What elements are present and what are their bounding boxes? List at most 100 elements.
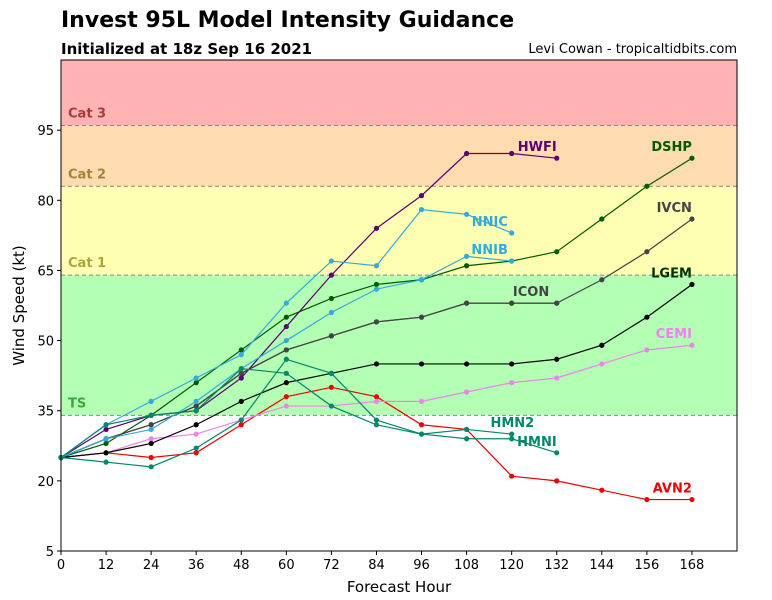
band-label: Cat 1 (68, 256, 106, 271)
series-point-hwfi (283, 323, 289, 330)
x-axis-label: Forecast Hour (347, 578, 452, 596)
plot-frame (60, 59, 738, 552)
x-tick-label: 132 (544, 558, 569, 573)
series-point-lgem (103, 450, 109, 456)
series-point-dshp (689, 155, 695, 161)
x-tick-label: 48 (233, 558, 250, 573)
series-point-cemi (689, 342, 695, 348)
series-point-lgem (238, 398, 244, 404)
series-line-hmni (60, 358, 557, 468)
series-point-hwfi (238, 375, 244, 381)
series-point-lgem (418, 361, 425, 367)
series-point-nnib (373, 286, 380, 292)
series-point-dshp (238, 347, 244, 353)
series-point-lgem (283, 380, 289, 386)
series-point-hmni (238, 417, 244, 423)
x-tick-label: 96 (413, 558, 430, 573)
series-point-hmni (328, 370, 334, 376)
series-point-dshp (599, 216, 605, 222)
y-tick-label: 35 (37, 405, 54, 420)
series-point-nnic (238, 352, 244, 358)
series-point-hmn2 (283, 370, 289, 376)
series-point-hmni (373, 417, 380, 423)
series-point-icon (554, 300, 560, 306)
x-tick-label: 60 (278, 558, 295, 573)
x-tick-label: 108 (454, 558, 479, 573)
y-tick-label: 80 (37, 194, 54, 209)
series-point-avn2 (599, 487, 605, 493)
series-point-hmn2 (464, 426, 470, 433)
series-point-icon (238, 370, 244, 376)
series-point-hmn2 (103, 422, 109, 428)
series-point-icon (373, 319, 380, 325)
series-point-icon (328, 333, 334, 339)
series-point-hmni (554, 450, 560, 456)
series-point-icon (464, 300, 470, 306)
series-point-hmni (283, 356, 289, 362)
series-point-hwfi (418, 193, 425, 199)
series-point-lgem (464, 361, 470, 367)
band-cat-1 (61, 186, 737, 276)
series-point-avn2 (644, 496, 650, 503)
series-point-nnib (418, 277, 425, 283)
series-point-dshp (554, 249, 560, 255)
series-point-dshp (328, 295, 334, 302)
series-point-cemi (554, 375, 560, 381)
series-point-nnic (193, 375, 199, 381)
series-point-lgem (689, 281, 695, 288)
series-point-icon (418, 314, 425, 320)
series-point-nnib (103, 436, 109, 442)
series-label-avn2: AVN2 (653, 482, 692, 497)
series-label-hmn2: HMN2 (490, 416, 534, 431)
chart-subtitle: Initialized at 18z Sep 16 2021 (61, 40, 313, 58)
series-point-avn2 (148, 454, 154, 461)
series-point-hwfi (103, 426, 109, 433)
band-label: Cat 3 (68, 106, 106, 121)
x-tick-label: 120 (499, 558, 524, 573)
series-labels: HWFI DSHP IVCN NNIC NNIB ICON LGEM CEMI HMN2 HMNI… (471, 140, 692, 496)
series-point-dshp (464, 263, 470, 269)
series-point-hmni (509, 436, 515, 442)
series-point-lgem (193, 422, 199, 428)
series-point-avn2 (373, 394, 380, 400)
series-point-icon (283, 347, 289, 353)
series-point-hwfi (373, 225, 380, 231)
series-point-cemi (418, 398, 425, 404)
series-point-cemi (644, 347, 650, 353)
series-point-nnib (148, 426, 154, 433)
series-point-nnic (148, 398, 154, 404)
category-bands: TS Cat 1 Cat 2 Cat 3 (61, 60, 737, 416)
series-point-icon (509, 300, 515, 306)
series-label-nnib: NNIB (471, 243, 508, 258)
series-point-hmni (103, 459, 109, 465)
x-tick-label: 156 (634, 558, 659, 573)
series-label-hwfi: HWFI (518, 140, 557, 155)
series-label-icon: ICON (513, 285, 549, 300)
series-point-hmn2 (193, 408, 199, 414)
series-point-ivcn (689, 216, 695, 222)
series-label-dshp: DSHP (651, 140, 692, 155)
band-label: Cat 2 (68, 167, 106, 182)
series-point-hmn2 (509, 431, 515, 437)
x-tick-label: 168 (680, 558, 705, 573)
series-point-cemi (599, 361, 605, 367)
series-label-lgem: LGEM (651, 266, 692, 281)
series-point-icon (193, 403, 199, 409)
series-point-icon (148, 422, 154, 428)
x-tick-label: 72 (323, 558, 340, 573)
series-point-hwfi (328, 272, 334, 278)
x-tick-label: 12 (98, 558, 115, 573)
series-point-cemi (509, 380, 515, 386)
series-point-lgem (509, 361, 515, 367)
series-point-lgem (644, 314, 650, 320)
x-tick-label: 144 (589, 558, 614, 573)
band-cat-2 (61, 125, 737, 187)
series-point-nnic (464, 211, 470, 217)
series-point-hmn2 (328, 403, 334, 409)
y-tick-label: 95 (37, 124, 54, 139)
series-point-cemi (193, 431, 199, 437)
series-point-dshp (373, 281, 380, 288)
series-point-ivcn (599, 277, 605, 283)
series-point-nnic (509, 230, 515, 236)
series-line-icon (60, 302, 557, 459)
